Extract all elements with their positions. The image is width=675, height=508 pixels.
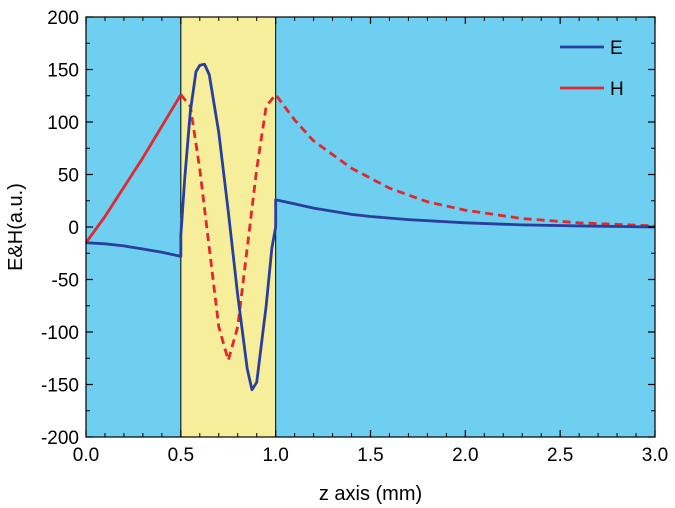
y-tick-label: -100 <box>41 323 79 344</box>
y-tick-label: 150 <box>47 61 79 82</box>
legend-label-e: E <box>610 38 623 59</box>
y-axis-label: E&H(a.u.) <box>5 183 27 271</box>
x-tick-label: 2.5 <box>547 445 573 466</box>
y-tick-label: -150 <box>41 376 79 397</box>
x-axis-label: z axis (mm) <box>319 483 422 505</box>
x-tick-label: 0.5 <box>168 445 194 466</box>
y-tick-label: 0 <box>68 218 79 239</box>
y-tick-label: 200 <box>47 8 79 29</box>
x-tick-label: 1.0 <box>262 445 288 466</box>
series-e-line <box>85 62 656 392</box>
x-tick-label: 3.0 <box>642 445 668 466</box>
y-tick-label: 50 <box>58 166 79 187</box>
y-tick-label: -200 <box>41 428 79 449</box>
x-tick-label: 0.0 <box>73 445 99 466</box>
y-tick-label: 100 <box>47 113 79 134</box>
legend-label-h: H <box>610 79 624 100</box>
series-h-line-dashed <box>179 93 656 362</box>
y-tick-label: -50 <box>52 271 79 292</box>
series-h-line-solid <box>84 93 183 244</box>
x-tick-label: 2.0 <box>452 445 478 466</box>
x-tick-label: 1.5 <box>357 445 383 466</box>
